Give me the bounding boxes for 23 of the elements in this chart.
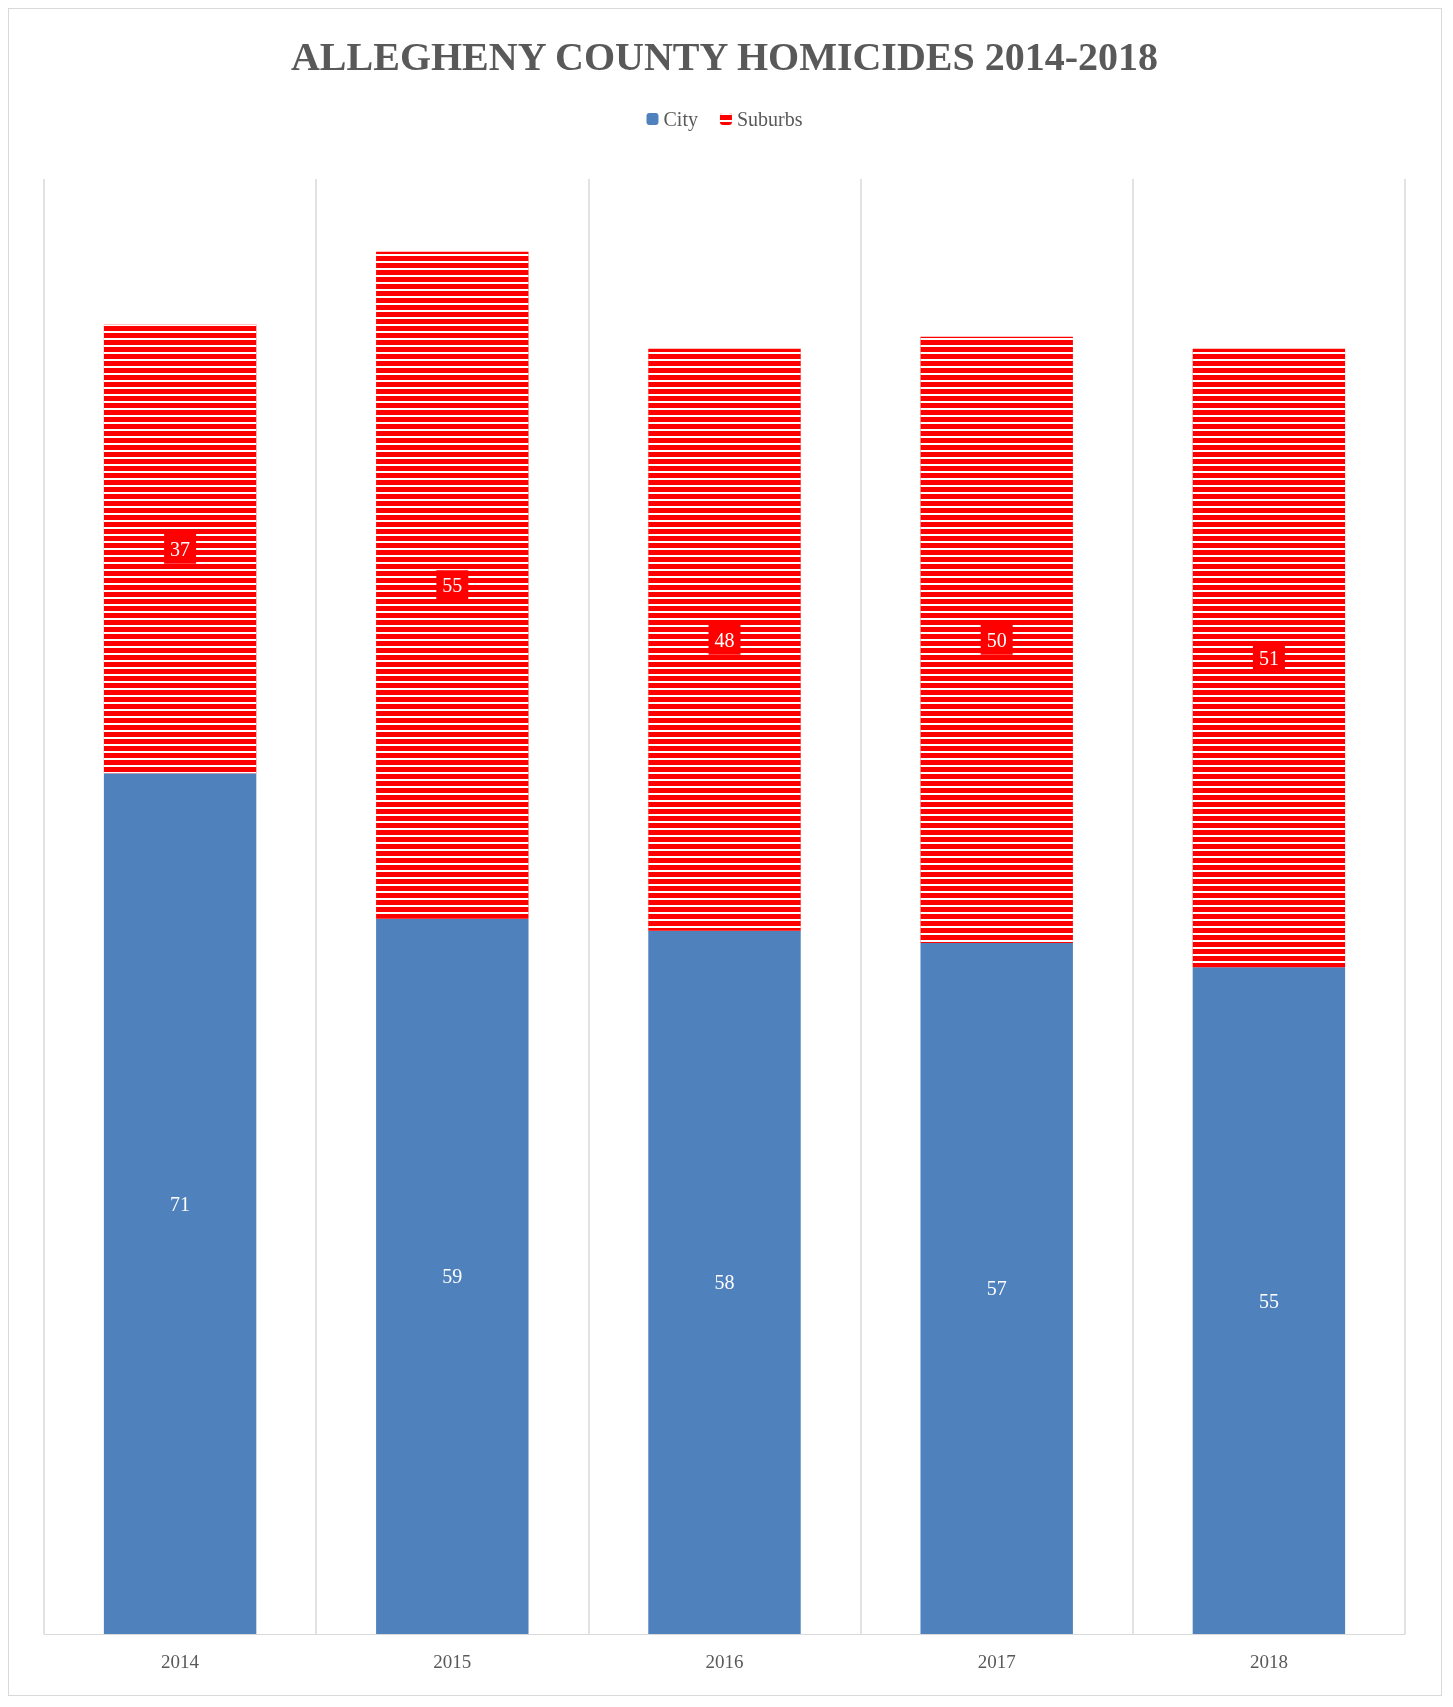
x-tick-label: 2016 — [705, 1651, 744, 1672]
data-label: 58 — [714, 1271, 735, 1294]
bar — [648, 930, 801, 1634]
bar — [103, 773, 257, 1634]
data-label: 59 — [442, 1265, 463, 1288]
bar — [376, 918, 529, 1634]
data-label: 57 — [986, 1277, 1007, 1300]
data-label: 71 — [170, 1192, 191, 1215]
chart-title: ALLEGHENY COUNTY HOMICIDES 2014-2018 — [290, 33, 1159, 79]
x-tick-label: 2015 — [433, 1651, 472, 1672]
legend-label: City — [663, 108, 698, 131]
data-label: 48 — [714, 628, 735, 651]
legend-label: Suburbs — [736, 108, 803, 130]
data-label: 55 — [1258, 1289, 1279, 1312]
x-tick-label: 2014 — [161, 1651, 200, 1672]
data-label: 51 — [1258, 646, 1279, 669]
data-label: 50 — [986, 628, 1007, 651]
data-label: 37 — [170, 537, 191, 560]
data-label: 55 — [442, 574, 463, 597]
x-tick-label: 2017 — [977, 1651, 1016, 1672]
bar — [920, 942, 1073, 1634]
x-tick-label: 2018 — [1249, 1651, 1288, 1672]
bar — [1192, 967, 1346, 1634]
